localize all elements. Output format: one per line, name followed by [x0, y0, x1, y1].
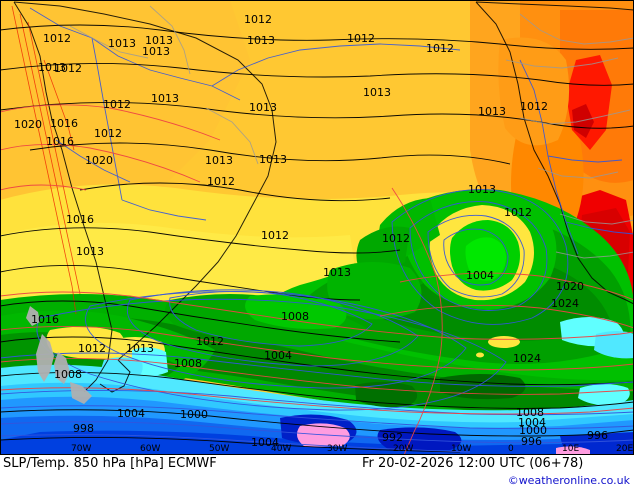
longitude-label: 30W: [327, 444, 348, 454]
longitude-label: 60W: [140, 444, 161, 454]
longitude-label: 10W: [451, 444, 472, 454]
weather-map-canvas[interactable]: 1012 1013 1012 1012 1012 1013 1013 1013 1013 1012…: [0, 0, 634, 455]
longitude-label: 40W: [271, 444, 292, 454]
longitude-label: 20E: [616, 444, 634, 454]
run-valid-time: Fr 20-02-2026 12:00 UTC (06+78): [362, 456, 584, 471]
longitude-label: 10E: [562, 444, 580, 454]
map-raster: [0, 0, 634, 455]
longitude-label: 70W: [71, 444, 92, 454]
longitude-label: 0: [508, 444, 514, 454]
product-title: SLP/Temp. 850 hPa [hPa] ECMWF: [3, 456, 217, 471]
map-footer: SLP/Temp. 850 hPa [hPa] ECMWF Fr 20-02-2…: [0, 455, 634, 490]
longitude-label: 20W: [393, 444, 414, 454]
copyright-notice: ©weatheronline.co.uk: [507, 474, 630, 487]
longitude-label: 50W: [209, 444, 230, 454]
